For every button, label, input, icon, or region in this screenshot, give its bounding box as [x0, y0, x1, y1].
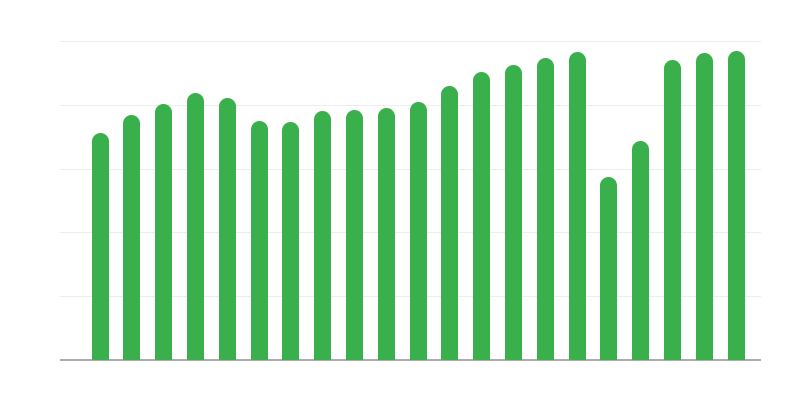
bar[interactable]	[91, 132, 109, 360]
bar[interactable]	[441, 85, 459, 360]
bar[interactable]	[186, 93, 204, 360]
bar[interactable]	[600, 176, 618, 360]
bar[interactable]	[504, 64, 522, 360]
bar[interactable]	[155, 103, 173, 360]
bar[interactable]	[409, 101, 427, 360]
plot-area	[60, 41, 761, 361]
bar[interactable]	[218, 98, 236, 360]
bar[interactable]	[377, 108, 395, 360]
bar[interactable]	[536, 57, 554, 360]
bar[interactable]	[632, 140, 650, 360]
bar[interactable]	[663, 60, 681, 360]
bar[interactable]	[568, 51, 586, 360]
bar[interactable]	[345, 109, 363, 360]
bar[interactable]	[123, 115, 141, 360]
bar[interactable]	[727, 50, 745, 360]
x-axis-line	[60, 359, 761, 361]
bar[interactable]	[473, 71, 491, 360]
gridline	[60, 41, 761, 42]
bar[interactable]	[282, 122, 300, 360]
bar[interactable]	[250, 121, 268, 360]
bar[interactable]	[695, 53, 713, 360]
bar[interactable]	[314, 110, 332, 360]
